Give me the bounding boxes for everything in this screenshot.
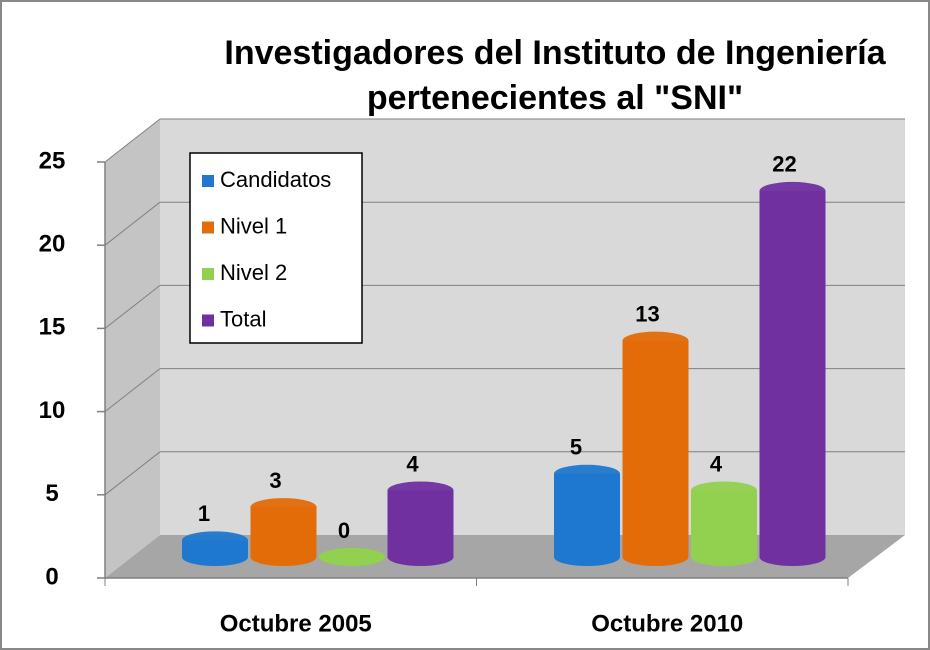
bar-top: [182, 531, 248, 550]
legend-label: Candidatos: [220, 167, 331, 192]
grid-line: [104, 118, 161, 163]
bar-top: [319, 548, 385, 566]
y-tick-label: 25: [39, 147, 66, 174]
grid-line: [104, 368, 161, 412]
data-label: 4: [710, 451, 723, 476]
data-label: 1: [198, 501, 210, 526]
y-tick-label: 0: [45, 563, 58, 590]
x-tick-label: Octubre 2010: [591, 610, 743, 637]
y-tick-label: 10: [39, 397, 66, 424]
y-tick-label: 20: [39, 231, 66, 258]
y-tick-label: 5: [45, 480, 58, 507]
bar: [759, 190, 826, 558]
bar: [554, 473, 620, 557]
grid-line: [104, 451, 161, 496]
data-label: 22: [772, 152, 796, 177]
legend-box: [189, 152, 363, 344]
legend-label: Nivel 2: [220, 260, 287, 285]
bar: [622, 340, 689, 557]
legend-swatch: [202, 175, 214, 187]
bar: [387, 490, 454, 557]
x-tick-label: Octubre 2005: [220, 610, 372, 637]
bar-top: [622, 331, 689, 350]
legend-label: Nivel 1: [220, 213, 287, 238]
chart-title: Investigadores del Instituto de Ingenier…: [224, 34, 886, 72]
bar-top: [554, 464, 620, 483]
grid-line: [104, 285, 161, 329]
chart-title: pertenecientes al "SNI": [367, 79, 743, 117]
legend-swatch: [202, 314, 214, 327]
data-label: 3: [269, 468, 281, 493]
data-label: 13: [635, 301, 659, 326]
legend-swatch: [202, 221, 214, 234]
side-wall: [105, 119, 160, 578]
bar-top: [387, 481, 454, 500]
grid-line: [104, 201, 161, 246]
data-label: 4: [406, 451, 419, 476]
bar: [691, 490, 757, 557]
data-label: 0: [338, 518, 350, 543]
legend-swatch: [202, 268, 214, 280]
y-tick-label: 15: [39, 314, 66, 341]
bar-top: [250, 498, 317, 517]
bar-top: [691, 481, 757, 500]
data-label: 5: [570, 435, 582, 460]
bar-top: [759, 181, 826, 200]
legend-label: Total: [220, 306, 266, 331]
